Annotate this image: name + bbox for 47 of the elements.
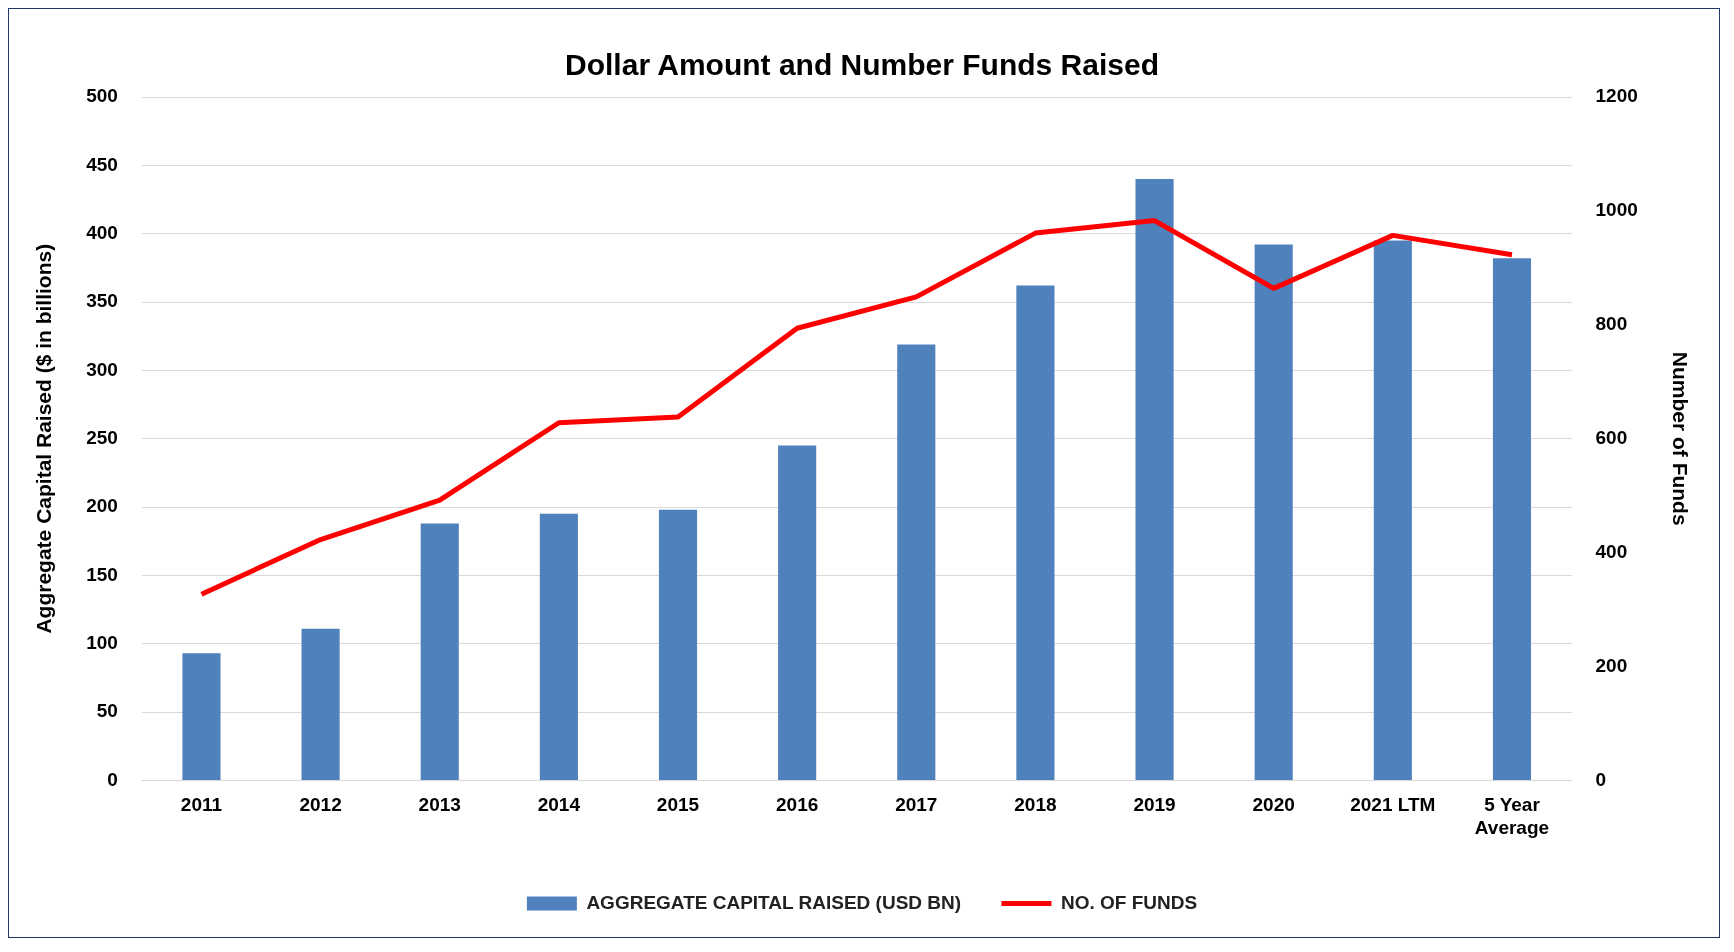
bar [182,653,221,780]
legend-label: AGGREGATE CAPITAL RAISED (USD BN) [586,891,962,913]
bar [658,509,698,780]
y-tick-label: 500 [86,85,118,107]
x-tick-label: 2011 [180,794,223,816]
bar [1492,258,1532,780]
bar [897,344,936,780]
bar [1373,240,1412,780]
bar [301,628,340,780]
y-tick-label: 200 [86,495,118,517]
y-axis-title: Aggregate Capital Raised ($ in billions) [32,243,56,634]
y-tick-label: 50 [96,700,118,722]
x-tick-label: 2014 [537,794,581,816]
y-tick-label: 100 [86,631,118,653]
y2-tick-label: 1000 [1595,199,1638,221]
x-tick-label: 2018 [1014,794,1057,816]
x-tick-label: 2021 LTM [1350,794,1436,816]
x-tick-label: 5 Year Average [1474,794,1550,838]
x-tick-label: 2015 [656,794,700,816]
y2-tick-label: 1200 [1595,85,1638,107]
x-tick-label: 2013 [418,794,461,816]
x-tick-label: 2020 [1252,794,1295,816]
x-tick-label: 2019 [1133,794,1176,816]
legend-label: NO. OF FUNDS [1060,891,1198,913]
y2-tick-label: 200 [1595,654,1628,676]
bar [778,445,817,780]
y2-tick-label: 0 [1595,768,1607,790]
chart-title: Dollar Amount and Number Funds Raised [565,48,1159,82]
x-tick-label: 2016 [776,794,819,816]
bar [539,513,578,780]
x-tick-label: 2017 [895,794,938,816]
y2-axis-title: Number of Funds [1668,351,1692,526]
bar [1254,244,1293,780]
y2-tick-label: 800 [1595,313,1628,335]
y-tick-label: 400 [86,221,118,243]
y2-tick-label: 600 [1595,426,1628,448]
y-tick-label: 300 [86,358,118,380]
y-tick-label: 0 [107,768,118,790]
bar [1135,179,1174,780]
bar [420,523,459,780]
y-tick-label: 450 [86,153,118,175]
y2-tick-label: 400 [1595,540,1628,562]
y-tick-label: 150 [86,563,118,585]
x-tick-label: 2012 [299,794,342,816]
y-tick-label: 250 [86,426,118,448]
bar [1016,285,1055,780]
y-tick-label: 350 [86,290,118,312]
